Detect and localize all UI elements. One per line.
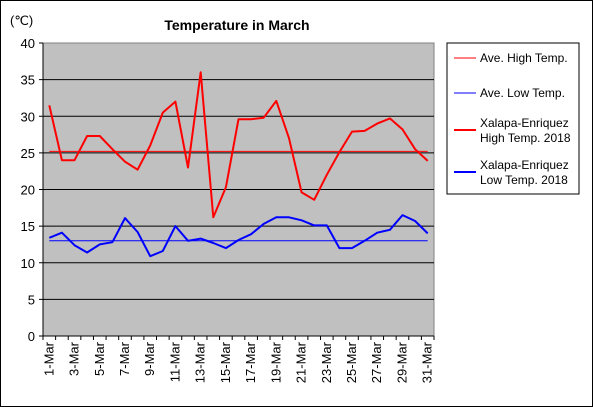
legend-label: Xalapa-Enriquez Low Temp. 2018 (480, 158, 569, 187)
x-tick-label: 31-Mar (420, 341, 435, 383)
y-tick-label: 30 (21, 109, 35, 124)
legend-box (446, 42, 580, 195)
series-line-3 (48, 214, 429, 258)
legend: Ave. High Temp. Ave. Low Temp. Xalapa-Enri… (446, 42, 580, 195)
x-tick-label: 11-Mar (167, 341, 182, 382)
y-tick-label: 25 (21, 146, 35, 161)
x-tick-label: 7-Mar (117, 341, 132, 376)
x-tick-label: 13-Mar (193, 341, 208, 383)
x-tick-label: 15-Mar (218, 341, 233, 383)
legend-label: Xalapa-Enriquez High Temp. 2018 (480, 116, 571, 145)
x-tick-label: 25-Mar (344, 341, 359, 383)
x-tick-label: 21-Mar (294, 341, 309, 383)
x-tick-label: 1-Mar (41, 341, 56, 376)
y-tick-label: 20 (21, 183, 35, 198)
x-tick-label: 19-Mar (268, 341, 283, 383)
x-tick-label: 29-Mar (394, 341, 409, 383)
x-tick-label: 23-Mar (319, 341, 334, 383)
x-tick-label: 17-Mar (243, 341, 258, 383)
x-tick-label: 9-Mar (142, 341, 157, 376)
x-tick-label: 3-Mar (67, 341, 82, 376)
y-tick-label: 5 (28, 292, 35, 307)
x-tick-label: 5-Mar (92, 341, 107, 376)
y-tick-label: 10 (21, 256, 35, 271)
plot-area: 0 5 10 15 20 25 30 35 40 1-Mar 3-Mar 5-Mar 7-Mar 9-Ma… (21, 36, 435, 383)
y-tick-label: 35 (21, 73, 35, 88)
legend-label: Ave. High Temp. (480, 51, 568, 65)
legend-label: Ave. Low Temp. (480, 86, 565, 100)
y-tick-label: 40 (21, 36, 35, 51)
y-tick-label: 15 (21, 219, 35, 234)
x-tick-label: 27-Mar (369, 341, 384, 383)
y-tick-label: 0 (28, 329, 35, 344)
chart-title: Temperature in March (164, 17, 309, 33)
series-line-2 (48, 71, 429, 219)
y-unit-label: (℃) (10, 13, 33, 28)
